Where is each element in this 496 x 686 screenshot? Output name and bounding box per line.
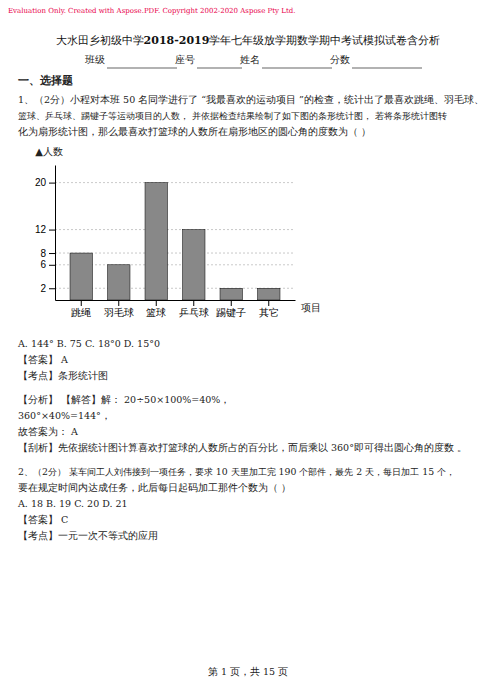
y-tick-label: 12 (35, 224, 47, 235)
y-axis: 2 68 12 20 (35, 166, 56, 301)
x-tick: 羽毛球 (104, 300, 134, 318)
y-tick-label: 6 (40, 259, 46, 270)
question-text: 【考点】一元一次不等式的应用 (18, 530, 158, 541)
form-label: 座号 (175, 54, 195, 65)
x-tick: 跳绳 (71, 300, 91, 318)
grid-line (55, 229, 295, 230)
bars (70, 183, 280, 300)
page-canvas: Evaluation Only. Created with Aspose.PDF… (0, 0, 496, 686)
bar (258, 288, 281, 300)
x-tick-mark (118, 300, 119, 306)
y-tick-mark (49, 230, 55, 231)
y-tick: 6 (40, 259, 55, 270)
x-tick-mark (81, 300, 82, 306)
question-text: 【分析】 【解答】解： 20÷50×100%=40%， (18, 394, 230, 405)
y-tick-mark (49, 288, 55, 289)
page-footer: 第 1 页，共 15 页 (208, 666, 288, 677)
x-tick-label: 踢键子 (216, 307, 246, 318)
bar (220, 288, 243, 300)
bar (145, 183, 168, 300)
question-text: 2、（2分） 某车间工人刘伟接到一项任务，要求 10 天里加工完 190 个部件… (18, 466, 455, 477)
x-axis-label: 项目 (301, 302, 321, 313)
y-tick: 2 (40, 283, 55, 294)
title: 大水田乡初级中学2018-2019学年七年级放学期数学期中考试模拟试卷含分析 (56, 34, 441, 47)
x-tick: 踢键子 (216, 300, 246, 318)
question-text: 化为扇形统计图，那么最喜欢打篮球的人数所在扇形地区的圆心角的度数为（ ） (18, 126, 371, 137)
x-tick: 篮球 (146, 300, 166, 318)
watermark: Evaluation Only. Created with Aspose.PDF… (8, 7, 295, 15)
y-tick: 20 (35, 177, 55, 188)
y-tick-label: 2 (40, 283, 46, 294)
form-blank (352, 68, 422, 69)
x-tick-mark (231, 300, 232, 306)
question-text: A. 144° B. 75 C. 18°0 D. 15°0 (17, 338, 160, 349)
grid-line (55, 182, 295, 183)
form-blank (262, 68, 332, 69)
title-part: 学年七年级放学期数学期中考试模拟试卷含分析 (209, 34, 440, 47)
x-tick-label: 乒乓球 (179, 307, 209, 318)
question-text: 要在规定时间内达成任务，此后每日起码加工那件个数为（ ） (18, 482, 291, 493)
question-text: 【答案】 C (18, 514, 68, 525)
form-label: 分数 (330, 54, 350, 65)
x-axis-line (56, 300, 296, 301)
y-tick-mark (49, 183, 55, 184)
y-tick-mark (49, 253, 55, 254)
y-tick: 8 (40, 248, 55, 259)
bar (183, 230, 206, 300)
x-tick-mark (156, 300, 157, 306)
bar (108, 265, 131, 300)
question-text: 【答案】 A (18, 354, 68, 365)
bar-chart: 2 68 12 20 跳绳 羽毛球 篮球 乒乓球踢键子 其它 ▲人数项目 (35, 146, 321, 318)
form-blank (197, 68, 242, 69)
y-tick-label: 20 (35, 177, 47, 188)
question-text: A. 18 B. 19 C. 20 D. 21 (17, 498, 128, 509)
question-text: 篮球、乒乓球、踢键子等运动项目的人数， 并依据检查结果绘制了如下图的条形统计图，… (18, 110, 447, 121)
question-text: 1、（2分）小程对本班 50 名同学进行了 “我最喜欢的运动项目 ”的检查，统计… (18, 94, 484, 105)
form-label: 姓名 (240, 54, 260, 65)
x-tick-mark (193, 300, 194, 306)
page: Evaluation Only. Created with Aspose.PDF… (0, 0, 496, 686)
question-text: 360°×40%=144°， (18, 410, 111, 421)
x-tick-label: 羽毛球 (104, 307, 134, 318)
y-axis-label: ▲人数 (35, 146, 63, 157)
x-tick: 其它 (259, 300, 279, 318)
x-tick: 乒乓球 (179, 300, 209, 318)
y-tick: 12 (35, 224, 55, 235)
form-label: 班级 (85, 54, 105, 65)
title-part: 大水田乡初级中学 (56, 34, 144, 47)
x-tick-mark (268, 300, 269, 306)
question-text: 【考点】条形统计图 (18, 370, 108, 381)
x-tick-label: 其它 (259, 307, 279, 318)
question-text: 【刮析】先依据统计图计算喜欢打篮球的人数所占的百分比，而后乘以 360°即可得出… (18, 442, 467, 453)
y-tick-label: 8 (40, 248, 46, 259)
y-tick-mark (49, 265, 55, 266)
y-axis-line (55, 166, 56, 301)
bar (70, 253, 93, 300)
x-tick-label: 跳绳 (71, 307, 91, 318)
form-blank (107, 68, 177, 69)
question-text: 故答案为： A (18, 426, 78, 437)
x-tick-label: 篮球 (146, 307, 166, 318)
title-part: 2018-2019 (144, 34, 210, 47)
x-axis: 跳绳 羽毛球 篮球 乒乓球踢键子 其它 (56, 300, 296, 318)
section-header: 一、选择题 (18, 74, 73, 87)
